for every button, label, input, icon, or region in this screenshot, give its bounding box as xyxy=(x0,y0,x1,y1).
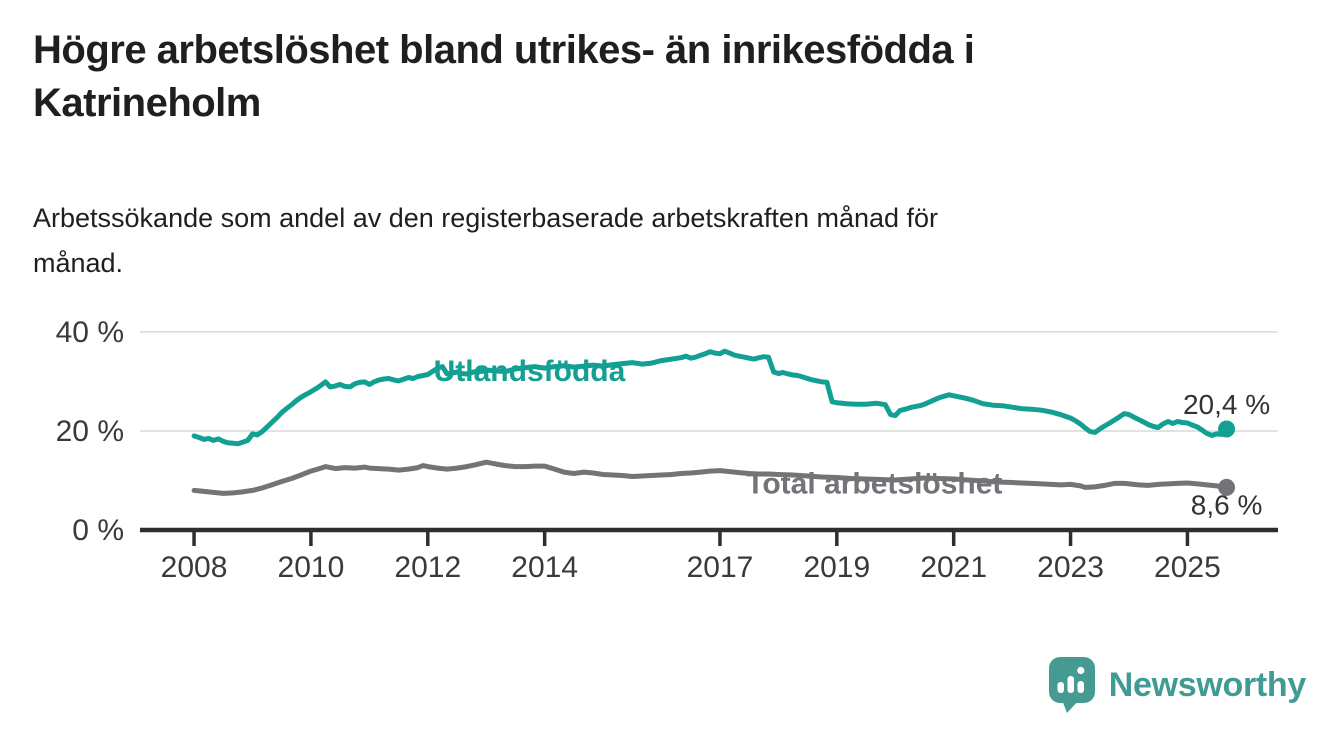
x-axis-label: 2023 xyxy=(1037,551,1104,584)
newsworthy-logo: Newsworthy xyxy=(1048,655,1306,715)
series-end-dot-utlandsfodda xyxy=(1218,420,1236,438)
x-axis-label: 2019 xyxy=(803,551,870,584)
y-axis-label: 20 % xyxy=(56,415,124,448)
series-line-total xyxy=(191,459,1230,496)
chart-subtitle-line-2: månad. xyxy=(33,248,124,278)
y-axis-label: 0 % xyxy=(72,514,124,547)
x-axis-label: 2010 xyxy=(278,551,345,584)
chart-title: Högre arbetslöshet bland utrikes- än inr… xyxy=(33,24,1313,130)
x-axis-label: 2021 xyxy=(920,551,987,584)
x-axis-label: 2025 xyxy=(1154,551,1221,584)
speech-bubble-bar-chart-icon xyxy=(1048,657,1095,713)
series-end-dot-total xyxy=(1218,478,1236,496)
chart-title-line-1: Högre arbetslöshet bland utrikes- än inr… xyxy=(33,28,975,72)
chart-subtitle: Arbetssökande som andel av den registerb… xyxy=(33,196,1313,286)
end-value-label-total: 8,6 % xyxy=(1191,489,1263,520)
x-axis-label: 2012 xyxy=(394,551,461,584)
brand-name: Newsworthy xyxy=(1108,665,1307,704)
x-axis-label: 2008 xyxy=(161,551,228,584)
x-axis-label: 2014 xyxy=(511,551,578,584)
series-line-utlandsfodda xyxy=(191,348,1230,447)
series-label-total: Total arbetslöshet xyxy=(746,467,1002,500)
y-axis-label: 40 % xyxy=(56,316,124,349)
end-value-label-utlandsfodda: 20,4 % xyxy=(1183,389,1270,420)
x-axis-label: 2017 xyxy=(687,551,754,584)
series-label-utlandsfodda: Utlandsfödda xyxy=(434,355,626,388)
chart-subtitle-line-1: Arbetssökande som andel av den registerb… xyxy=(33,203,939,233)
chart-title-line-2: Katrineholm xyxy=(33,81,261,125)
